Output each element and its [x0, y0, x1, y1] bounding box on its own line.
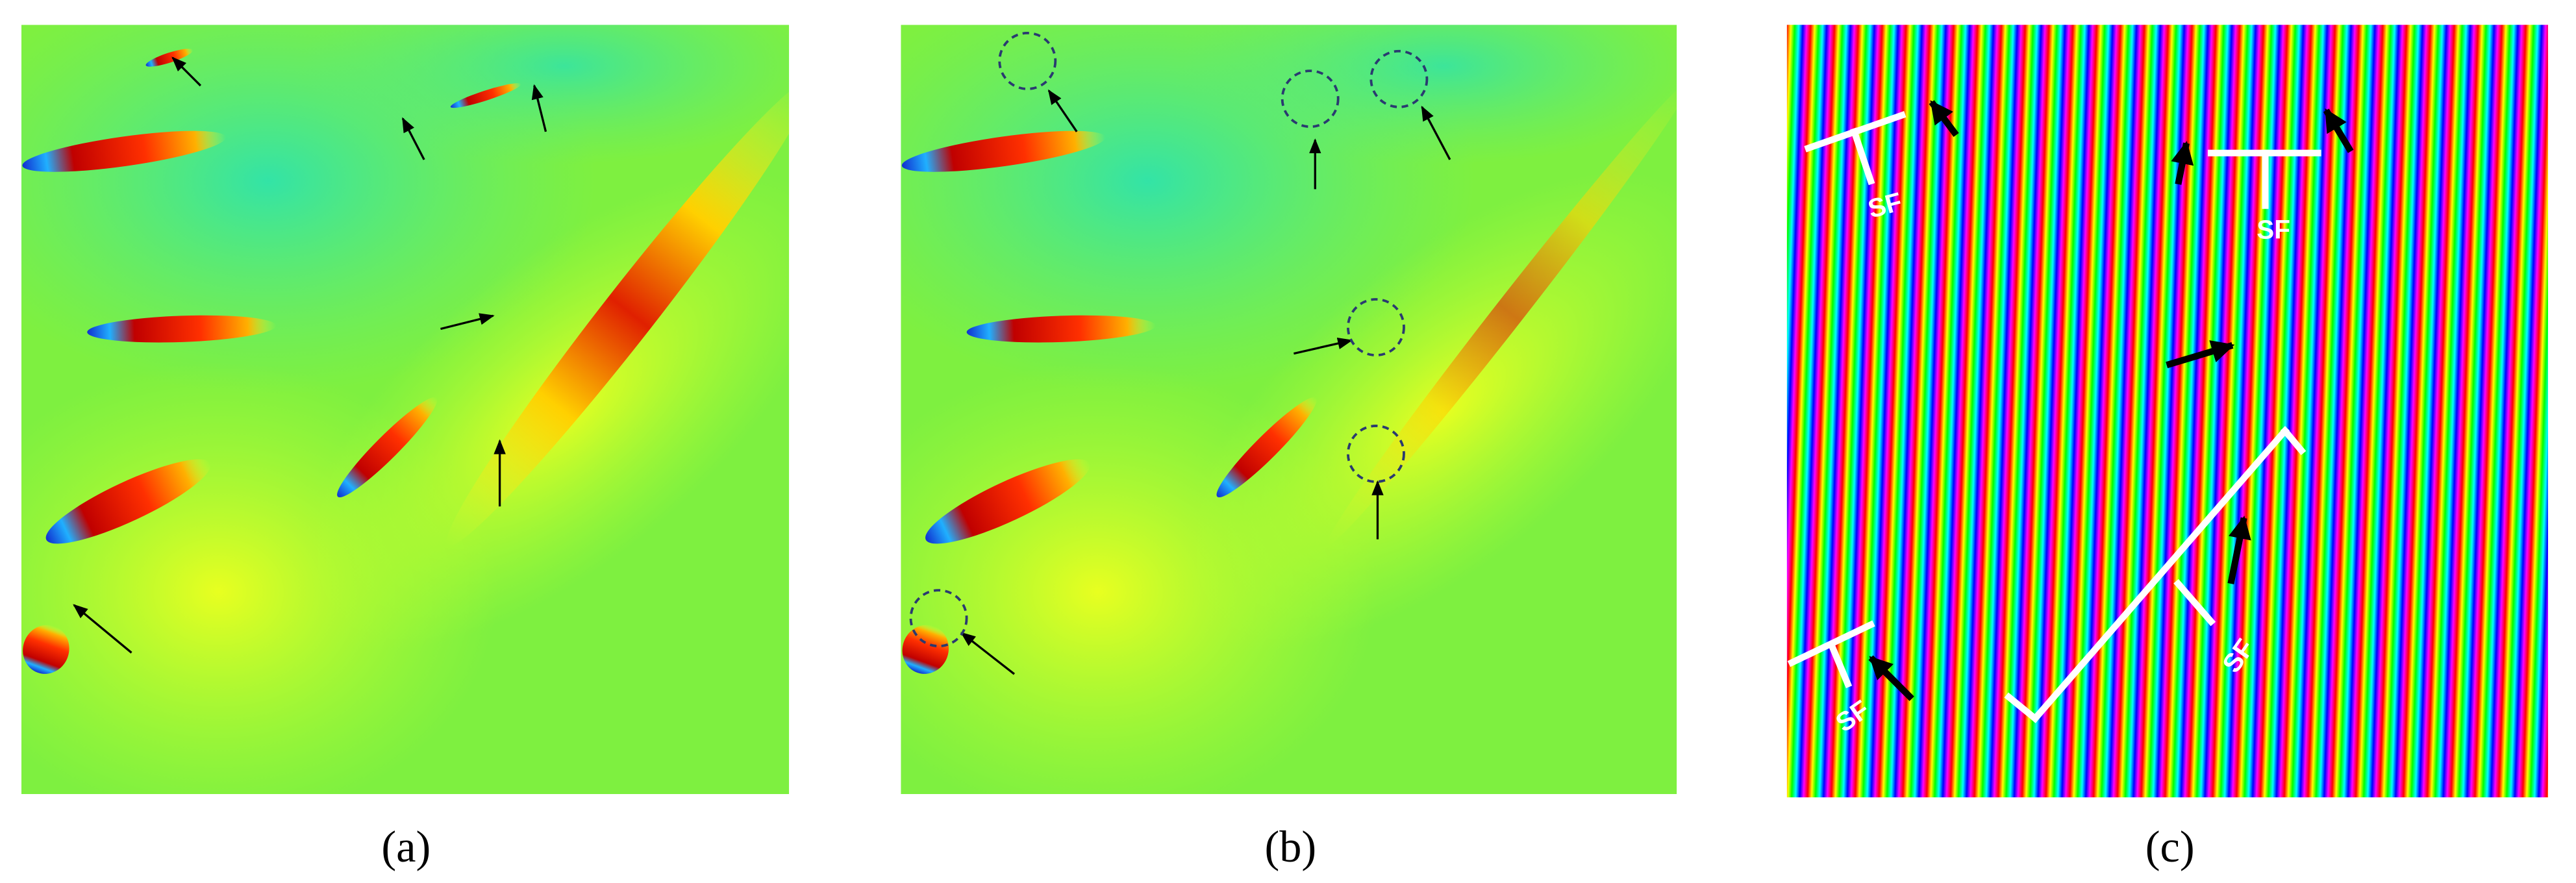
panel-label: (c) [2145, 822, 2195, 871]
fringe-pattern [1786, 25, 2548, 798]
dashed-circle [998, 32, 1057, 90]
strain-lobe [966, 315, 1156, 343]
strain-lobe [45, 459, 211, 544]
arrow [531, 84, 547, 132]
cyan-region [1180, 25, 1677, 165]
cyan-region [301, 25, 790, 165]
dashed-circle [1347, 425, 1405, 483]
strain-lobe [22, 131, 226, 172]
arrow [1047, 89, 1078, 132]
strain-lobe [902, 625, 949, 674]
panel-c-image [1786, 25, 2548, 798]
arrow [401, 117, 425, 160]
strain-lobe [145, 49, 193, 67]
arrow [2171, 141, 2194, 185]
dashed-circle [1369, 49, 1429, 108]
strain-lobe [23, 625, 69, 674]
sf-bracket [2030, 426, 2290, 723]
arrow [171, 56, 202, 87]
strain-lobe [450, 83, 521, 108]
panel-b-image [901, 25, 1677, 795]
panel-a-image [21, 25, 790, 795]
arrow [1929, 100, 1959, 137]
sf-label: SF [2257, 214, 2290, 244]
sf-bracket [1827, 640, 1853, 689]
strain-lobe [925, 459, 1090, 544]
arrow [2323, 108, 2354, 153]
arrow [1421, 105, 1451, 160]
sf-bracket [2280, 426, 2307, 456]
strain-lobe [1216, 397, 1317, 497]
sf-bracket [2173, 578, 2216, 627]
strain-band [446, 79, 790, 547]
sf-bracket [2004, 692, 2040, 723]
strain-lobe [87, 315, 277, 343]
arrow [440, 313, 495, 330]
strain-lobe [337, 397, 438, 497]
sf-bracket [1850, 127, 1875, 186]
dashed-circle [1347, 298, 1405, 356]
arrow [1293, 337, 1353, 355]
strain-band [1326, 79, 1677, 546]
arrow [1868, 655, 1914, 701]
arrow [2227, 516, 2251, 584]
dashed-circle [909, 589, 968, 648]
panel-label: (b) [1264, 822, 1316, 871]
arrow [960, 632, 1016, 675]
panel-label: (a) [381, 822, 431, 871]
strain-lobe [901, 131, 1106, 172]
arrow [73, 604, 132, 654]
arrow [2166, 340, 2235, 369]
dashed-circle [1281, 69, 1340, 129]
annotations [73, 32, 2354, 723]
